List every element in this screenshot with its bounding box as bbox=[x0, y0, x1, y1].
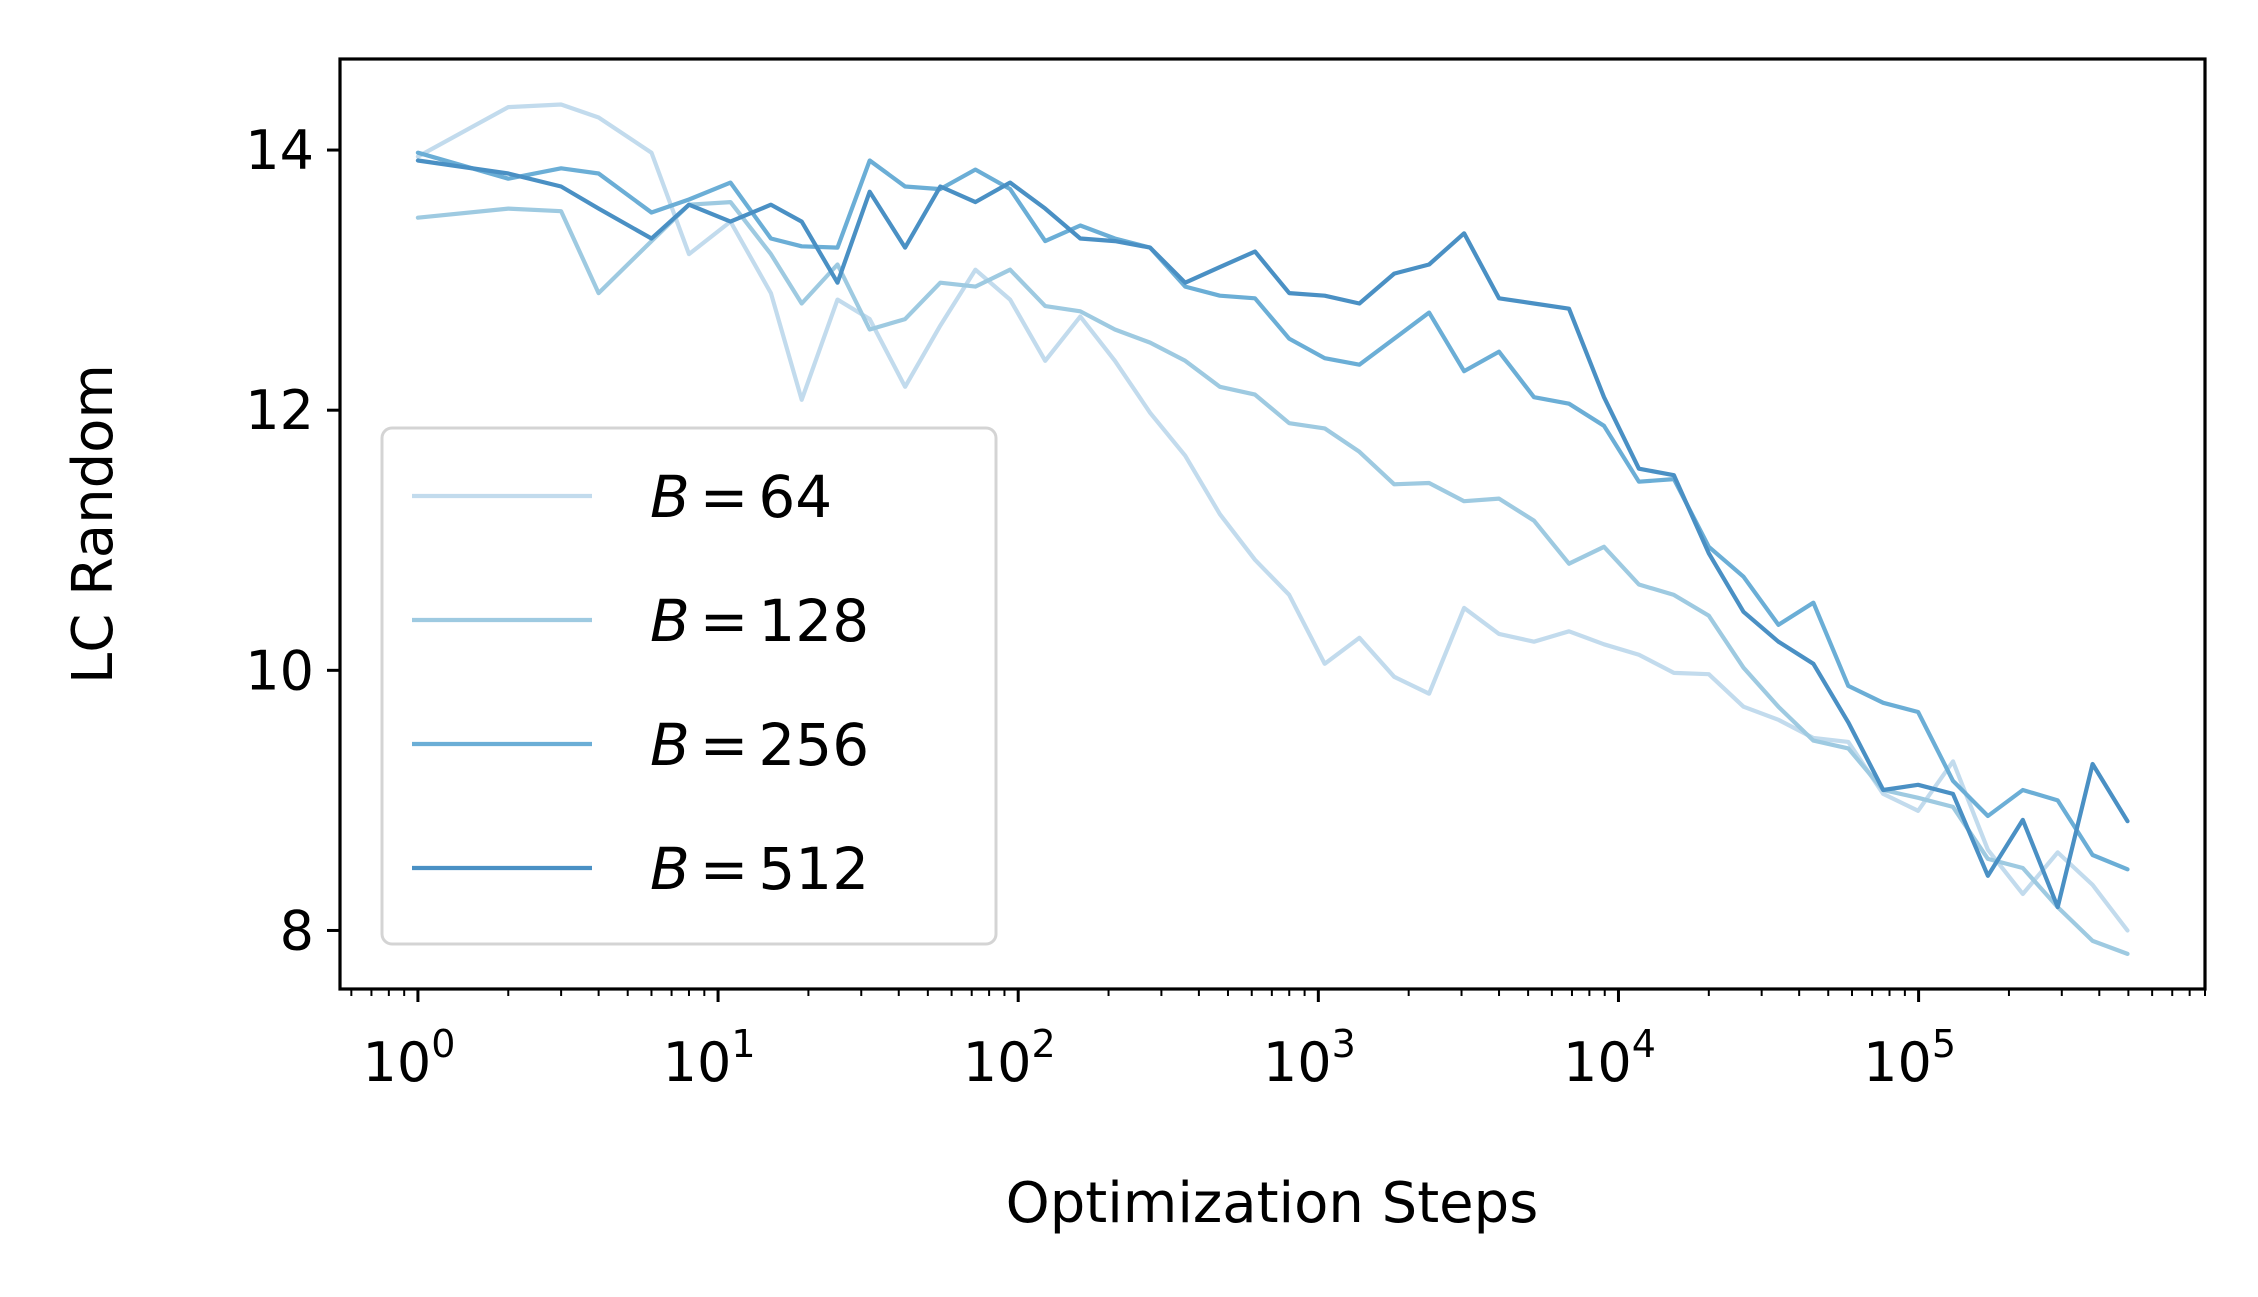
x-tick-exponent: 1 bbox=[731, 1022, 755, 1066]
legend-label-64: B = 64 bbox=[650, 463, 832, 531]
series-line-256 bbox=[415, 150, 2130, 872]
x-tick-exponent: 0 bbox=[431, 1022, 455, 1066]
x-tick-exponent: 2 bbox=[1031, 1022, 1055, 1066]
legend-variable: B bbox=[650, 711, 690, 779]
legend-variable: B bbox=[650, 835, 690, 903]
x-tick-label: 105 bbox=[1863, 1022, 1956, 1094]
x-tick-base: 10 bbox=[1563, 1031, 1632, 1094]
y-axis-label: LC Random bbox=[61, 364, 126, 684]
legend-label-256: B = 256 bbox=[650, 711, 869, 779]
y-tick-label: 12 bbox=[245, 379, 314, 442]
legend-value: 256 bbox=[758, 711, 869, 779]
legend-equals: = bbox=[700, 711, 749, 779]
y-tick-label: 10 bbox=[245, 639, 314, 702]
x-tick-exponent: 5 bbox=[1932, 1022, 1956, 1066]
x-tick-base: 10 bbox=[963, 1031, 1032, 1094]
legend-value: 512 bbox=[758, 835, 869, 903]
x-tick-label: 102 bbox=[963, 1022, 1056, 1094]
legend-value: 128 bbox=[758, 587, 869, 655]
y-tick-label: 14 bbox=[245, 119, 314, 182]
x-tick-label: 104 bbox=[1563, 1022, 1656, 1094]
legend-equals: = bbox=[700, 587, 749, 655]
legend-value: 64 bbox=[758, 463, 832, 531]
legend-box bbox=[380, 426, 998, 946]
y-axis: 8 10 12 14 bbox=[245, 119, 340, 962]
x-tick-base: 10 bbox=[362, 1031, 431, 1094]
x-tick-label: 100 bbox=[362, 1022, 455, 1094]
x-tick-label: 101 bbox=[663, 1022, 756, 1094]
legend-equals: = bbox=[700, 463, 749, 531]
x-tick-base: 10 bbox=[1263, 1031, 1332, 1094]
x-tick-exponent: 4 bbox=[1632, 1022, 1656, 1066]
series-layer bbox=[415, 102, 2130, 957]
x-tick-base: 10 bbox=[1863, 1031, 1932, 1094]
x-axis: 100 101 102 103 104 105 bbox=[350, 989, 2206, 1094]
legend-variable: B bbox=[650, 587, 690, 655]
legend-variable: B bbox=[650, 463, 690, 531]
series-line-512 bbox=[415, 158, 2130, 910]
y-tick-label: 8 bbox=[280, 899, 314, 962]
legend-label-512: B = 512 bbox=[650, 835, 869, 903]
legend-label-128: B = 128 bbox=[650, 587, 869, 655]
x-axis-label: Optimization Steps bbox=[1006, 1171, 1539, 1236]
legend-equals: = bbox=[700, 835, 749, 903]
x-tick-label: 103 bbox=[1263, 1022, 1356, 1094]
x-tick-base: 10 bbox=[663, 1031, 732, 1094]
x-tick-exponent: 3 bbox=[1332, 1022, 1356, 1066]
series-line-128 bbox=[415, 200, 2130, 957]
